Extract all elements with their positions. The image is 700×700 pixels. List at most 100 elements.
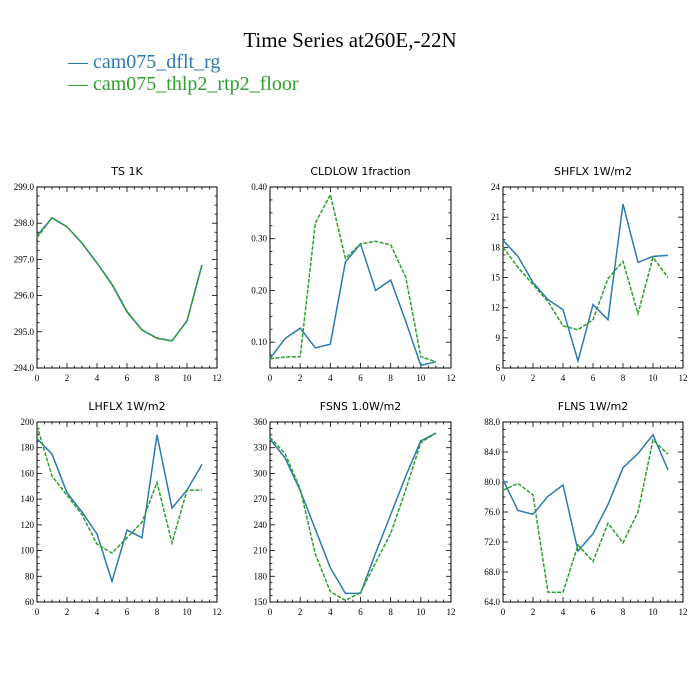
y-tick-label: 68.0 — [484, 567, 500, 577]
x-tick-label: 4 — [95, 373, 100, 383]
y-tick-label: 0.10 — [251, 337, 267, 347]
series-line-floor — [269, 432, 437, 602]
x-tick-label: 8 — [621, 607, 626, 617]
series-line-dflt — [36, 216, 203, 342]
series-line-dflt — [269, 432, 437, 595]
series-line-floor — [502, 246, 669, 331]
plot-title: SHFLX 1W/m2 — [554, 165, 632, 178]
legend-item-floor: — cam075_thlp2_rtp2_floor — [68, 73, 299, 96]
x-tick-label: 8 — [388, 373, 393, 383]
plot-frame — [502, 421, 684, 603]
x-tick-label: 0 — [35, 373, 40, 383]
x-tick-label: 10 — [416, 373, 426, 383]
x-tick-label: 4 — [561, 373, 566, 383]
series-line-floor — [502, 438, 669, 594]
y-tick-label: 15 — [491, 273, 501, 283]
plot-title: CLDLOW 1fraction — [310, 165, 410, 178]
y-tick-label: 80 — [25, 571, 35, 581]
legend-label-floor: cam075_thlp2_rtp2_floor — [93, 73, 299, 95]
plot-title: FSNS 1.0W/m2 — [320, 400, 402, 413]
x-tick-label: 0 — [268, 607, 273, 617]
x-tick-label: 4 — [95, 607, 100, 617]
x-tick-label: 12 — [679, 607, 688, 617]
x-tick-label: 12 — [447, 607, 456, 617]
x-tick-label: 2 — [531, 373, 536, 383]
legend-swatch-dflt: — — [68, 51, 93, 73]
x-tick-label: 10 — [183, 607, 193, 617]
figure-title: Time Series at260E,-22N — [243, 28, 457, 52]
x-tick-label: 12 — [679, 373, 688, 383]
y-tick-label: 76.0 — [484, 507, 500, 517]
series-line-dflt — [36, 434, 203, 584]
plot-frame — [269, 186, 452, 369]
y-tick-label: 140 — [21, 494, 35, 504]
x-tick-label: 2 — [298, 373, 303, 383]
x-tick-label: 4 — [561, 607, 566, 617]
y-tick-label: 297.0 — [14, 254, 35, 264]
y-tick-label: 296.0 — [14, 291, 35, 301]
x-tick-label: 4 — [328, 607, 333, 617]
x-tick-label: 6 — [125, 373, 130, 383]
series-line-floor — [36, 425, 202, 555]
plot-title: LHFLX 1W/m2 — [88, 400, 165, 413]
y-tick-label: 18 — [491, 242, 501, 252]
x-tick-label: 6 — [358, 607, 363, 617]
x-tick-label: 6 — [591, 607, 596, 617]
y-tick-label: 80.0 — [484, 477, 500, 487]
y-tick-label: 84.0 — [484, 447, 500, 457]
y-tick-label: 12 — [491, 303, 500, 313]
x-tick-label: 0 — [268, 373, 273, 383]
x-tick-label: 10 — [183, 373, 193, 383]
y-tick-label: 72.0 — [484, 537, 500, 547]
x-tick-label: 12 — [213, 373, 222, 383]
x-tick-label: 8 — [621, 373, 626, 383]
plot-frame — [36, 186, 218, 369]
series-line-dflt — [502, 203, 669, 364]
x-tick-label: 10 — [649, 607, 659, 617]
series-line-dflt — [269, 242, 437, 367]
y-tick-label: 0.30 — [251, 234, 267, 244]
y-tick-label: 180 — [21, 443, 35, 453]
y-tick-label: 0.40 — [251, 182, 267, 192]
plot-title: FLNS 1W/m2 — [558, 400, 628, 413]
x-tick-label: 10 — [649, 373, 659, 383]
plot-frame — [269, 421, 452, 603]
y-tick-label: 300 — [254, 468, 268, 478]
y-tick-label: 294.0 — [14, 363, 35, 373]
x-tick-label: 2 — [298, 607, 303, 617]
x-tick-label: 12 — [213, 607, 222, 617]
x-tick-label: 0 — [501, 373, 506, 383]
y-tick-label: 120 — [21, 520, 35, 530]
x-tick-label: 2 — [531, 607, 536, 617]
y-tick-label: 0.20 — [251, 285, 267, 295]
y-tick-label: 100 — [21, 546, 35, 556]
x-tick-label: 0 — [35, 607, 40, 617]
x-tick-label: 6 — [591, 373, 596, 383]
legend-swatch-floor: — — [68, 73, 93, 95]
y-tick-label: 180 — [254, 571, 268, 581]
y-tick-label: 360 — [254, 417, 268, 427]
y-tick-label: 150 — [254, 597, 268, 607]
y-tick-label: 299.0 — [14, 182, 35, 192]
y-tick-label: 270 — [254, 494, 268, 504]
x-tick-label: 8 — [388, 607, 393, 617]
x-tick-label: 8 — [155, 373, 160, 383]
legend-label-dflt: cam075_dflt_rg — [93, 51, 221, 73]
y-tick-label: 330 — [254, 443, 268, 453]
y-tick-label: 64.0 — [484, 597, 500, 607]
y-tick-label: 21 — [491, 212, 500, 222]
y-tick-label: 295.0 — [14, 327, 35, 337]
x-tick-label: 2 — [65, 607, 70, 617]
y-tick-label: 6 — [496, 363, 501, 373]
x-tick-label: 0 — [501, 607, 506, 617]
series-line-floor — [36, 216, 203, 342]
y-tick-label: 240 — [254, 520, 268, 530]
x-tick-label: 12 — [447, 373, 456, 383]
x-tick-label: 6 — [358, 373, 363, 383]
x-tick-label: 4 — [328, 373, 333, 383]
x-tick-label: 2 — [65, 373, 70, 383]
series-line-floor — [269, 192, 437, 363]
plot-frame — [36, 421, 218, 603]
plot-title: TS 1K — [110, 165, 143, 178]
